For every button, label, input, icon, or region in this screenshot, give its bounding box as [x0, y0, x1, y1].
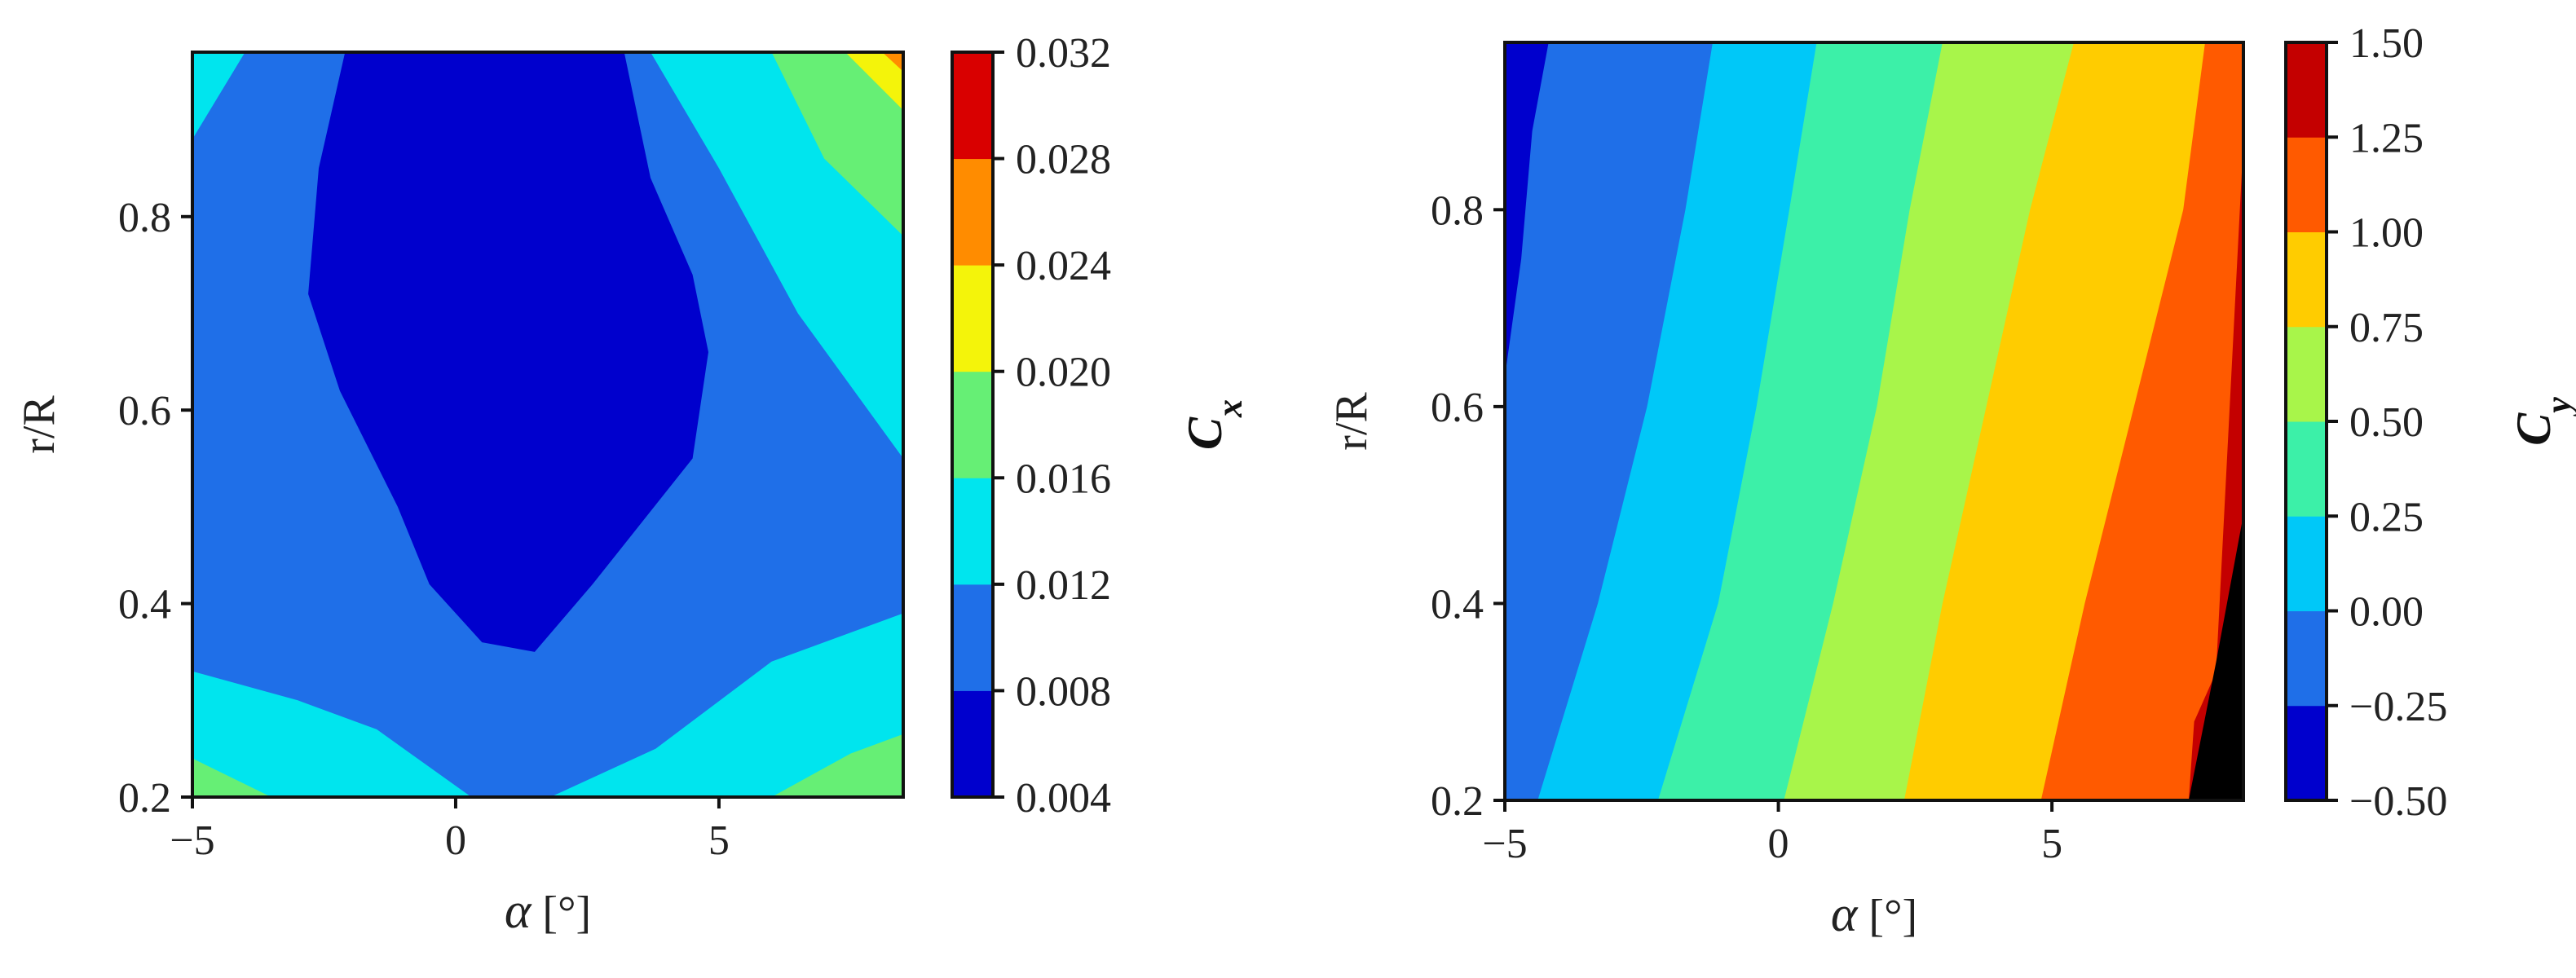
- colorbar-tick-label: 0.008: [1016, 668, 1111, 715]
- plot-frame: [191, 51, 905, 799]
- colorbar-tick-label: 1.00: [2349, 210, 2424, 257]
- contour-region: [845, 52, 903, 111]
- colorbar-tick-label: 1.50: [2349, 20, 2424, 67]
- colorbar-tick-label: 1.25: [2349, 115, 2424, 161]
- colorbar-label: Cy: [2507, 397, 2576, 446]
- contour-region: [192, 671, 472, 797]
- contour-region: [882, 52, 903, 72]
- axes-1: −5 0 5 0.2 0.4 0.6 0.8 α [°] r/R: [14, 51, 905, 939]
- x-tick-label: −5: [1482, 821, 1527, 867]
- colorbar-band: [2286, 231, 2327, 328]
- colorbar-band: [2286, 326, 2327, 422]
- x-tick-label: 5: [2041, 821, 2062, 867]
- x-axis-label: α [°]: [1831, 887, 1917, 942]
- contour-region: [308, 52, 708, 652]
- colorbar-band: [2286, 137, 2327, 232]
- plot-frame: [1503, 41, 2245, 802]
- colorbar-tick-label: −0.25: [2349, 684, 2447, 730]
- colorbar-label: Cx: [1178, 399, 1250, 450]
- x-axis-unit: [°]: [1868, 891, 1917, 941]
- x-axis-unit: [°]: [542, 888, 591, 938]
- colorbar-tick-label: 0.016: [1016, 456, 1111, 502]
- colorbar-band: [952, 265, 993, 372]
- y-tick-label: 0.6: [118, 388, 171, 434]
- contour-fill-cx: [192, 52, 903, 797]
- colorbar-tick-label: 0.020: [1016, 350, 1111, 396]
- x-tick-label: −5: [170, 817, 214, 864]
- colorbar-2: −0.50 −0.25 0.00 0.25 0.50 0.75 1.00 1.25 1.50 Cy: [2284, 20, 2576, 825]
- y-tick-label: 0.4: [118, 582, 171, 628]
- colorbar-tick-label: 0.032: [1016, 30, 1111, 77]
- colorbar-tick-label: −0.50: [2349, 778, 2447, 825]
- contour-region: [2040, 42, 2243, 800]
- colorbar-tick-label: 0.028: [1016, 137, 1111, 183]
- colorbar-1: 0.004 0.008 0.012 0.016 0.020 0.024 0.028 0.032…: [951, 30, 1250, 822]
- contour-fill-cy: [1505, 42, 2243, 800]
- colorbar-band: [2286, 610, 2327, 707]
- x-axis-symbol: α: [505, 883, 532, 939]
- contour-region: [192, 758, 271, 797]
- y-tick-label: 0.2: [1431, 778, 1484, 825]
- colorbar-label-base: C: [2507, 412, 2561, 446]
- colorbar-band: [2286, 516, 2327, 611]
- y-tick-label: 0.2: [118, 775, 171, 822]
- colorbar-band: [952, 52, 993, 160]
- contour-region: [771, 52, 903, 236]
- colorbar-tick-label: 0.024: [1016, 243, 1111, 289]
- x-axis-space: [531, 888, 542, 938]
- x-tick-label: 0: [1768, 821, 1789, 867]
- colorbar-band: [2286, 705, 2327, 801]
- y-tick-label: 0.8: [1431, 187, 1484, 234]
- colorbar-label-subscript: x: [1210, 399, 1250, 418]
- y-tick-label: 0.4: [1431, 581, 1484, 628]
- contour-region: [2188, 514, 2243, 800]
- y-axis-label: r/R: [1326, 392, 1377, 451]
- y-tick-label: 0.8: [118, 195, 171, 241]
- colorbar-tick-label: 0.012: [1016, 562, 1111, 609]
- colorbar-tick-label: 0.75: [2349, 305, 2424, 351]
- colorbar-label-subscript: y: [2539, 397, 2576, 417]
- x-axis-symbol: α: [1831, 887, 1859, 942]
- contour-region: [771, 734, 903, 797]
- colorbar-band: [952, 478, 993, 585]
- axes-2: −5 0 5 0.2 0.4 0.6 0.8 α [°] r/R: [1326, 41, 2245, 942]
- contour-region: [192, 52, 245, 139]
- colorbar-label-base: C: [1178, 416, 1232, 450]
- colorbar-band: [952, 158, 993, 266]
- x-tick-label: 5: [708, 817, 730, 864]
- colorbar-frame: [951, 51, 995, 799]
- x-tick-label: 0: [445, 817, 466, 864]
- colorbar-band: [952, 584, 993, 691]
- colorbar-tick-label: 0.50: [2349, 399, 2424, 446]
- colorbar-band: [952, 371, 993, 478]
- y-axis-label: r/R: [14, 395, 64, 454]
- colorbar-band: [2286, 42, 2327, 138]
- colorbar-band: [952, 690, 993, 798]
- contour-region: [550, 613, 903, 797]
- colorbar-tick-label: 0.25: [2349, 494, 2424, 540]
- y-tick-label: 0.6: [1431, 385, 1484, 431]
- colorbar-band: [2286, 421, 2327, 517]
- colorbar-tick-label: 0.00: [2349, 589, 2424, 636]
- colorbar-tick-label: 0.004: [1016, 775, 1111, 822]
- x-axis-label: α [°]: [505, 883, 591, 939]
- x-axis-space: [1857, 891, 1868, 941]
